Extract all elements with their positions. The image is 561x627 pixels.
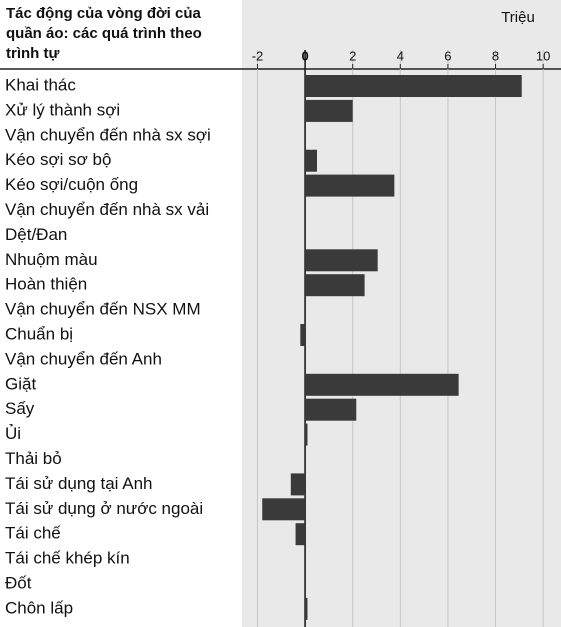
plot-background — [242, 0, 561, 627]
x-tick-label: 2 — [349, 48, 356, 63]
y-tick-label: Tái sử dụng tại Anh — [5, 474, 152, 493]
y-tick-label: Xử lý thành sợi — [5, 100, 120, 119]
bar — [305, 174, 395, 197]
bar — [305, 597, 308, 620]
y-tick-label: Dệt/Đan — [5, 225, 67, 244]
y-tick-label: Đốt — [5, 573, 32, 592]
unit-label: Triệu — [501, 9, 535, 26]
y-tick-label: Sấy — [5, 399, 35, 418]
y-tick-label: Giặt — [5, 374, 36, 393]
x-tick-label: 10 — [536, 48, 550, 63]
bar — [305, 398, 357, 421]
y-tick-label: Nhuộm màu — [5, 250, 98, 269]
y-tick-label: Vận chuyển đến nhà sx vải — [5, 200, 209, 219]
y-tick-label: Khai thác — [5, 75, 76, 94]
bar — [290, 473, 306, 496]
y-tick-label: Tái chế khép kín — [5, 549, 130, 568]
y-tick-label: Kéo sợi sơ bộ — [5, 150, 111, 169]
bar — [305, 373, 459, 396]
chart-title: Tác động của vòng đời của quần áo: các q… — [6, 5, 202, 62]
y-tick-label: Kéo sợi/cuộn ống — [5, 175, 138, 194]
x-tick-label: 6 — [444, 48, 451, 63]
bar — [305, 149, 317, 172]
y-tick-label: Vận chuyển đến nhà sx sợi — [5, 125, 211, 144]
y-tick-label: Chuẩn bị — [5, 324, 73, 343]
y-tick-label: Vận chuyển đến Anh — [5, 349, 162, 368]
x-tick-label: 8 — [492, 48, 499, 63]
bar — [300, 324, 306, 346]
y-tick-label: Thải bỏ — [5, 449, 62, 468]
y-tick-label: Tái chế — [5, 524, 61, 543]
bar — [295, 523, 306, 546]
bar — [305, 99, 353, 122]
bar — [305, 274, 365, 297]
y-tick-label: Ủi — [5, 424, 21, 443]
bar — [305, 423, 308, 446]
y-tick-label: Vận chuyển đến NSX MM — [5, 300, 201, 319]
bar — [305, 249, 378, 272]
y-tick-label: Chôn lấp — [5, 598, 73, 617]
bar — [305, 75, 522, 97]
x-tick-label: 4 — [397, 48, 404, 63]
x-tick-label: -2 — [252, 48, 264, 63]
y-tick-label: Hoàn thiện — [5, 275, 87, 294]
bar — [262, 498, 306, 521]
y-tick-label: Tái sử dụng ở nước ngoài — [5, 499, 203, 518]
x-tick-label: 0 — [301, 48, 308, 63]
